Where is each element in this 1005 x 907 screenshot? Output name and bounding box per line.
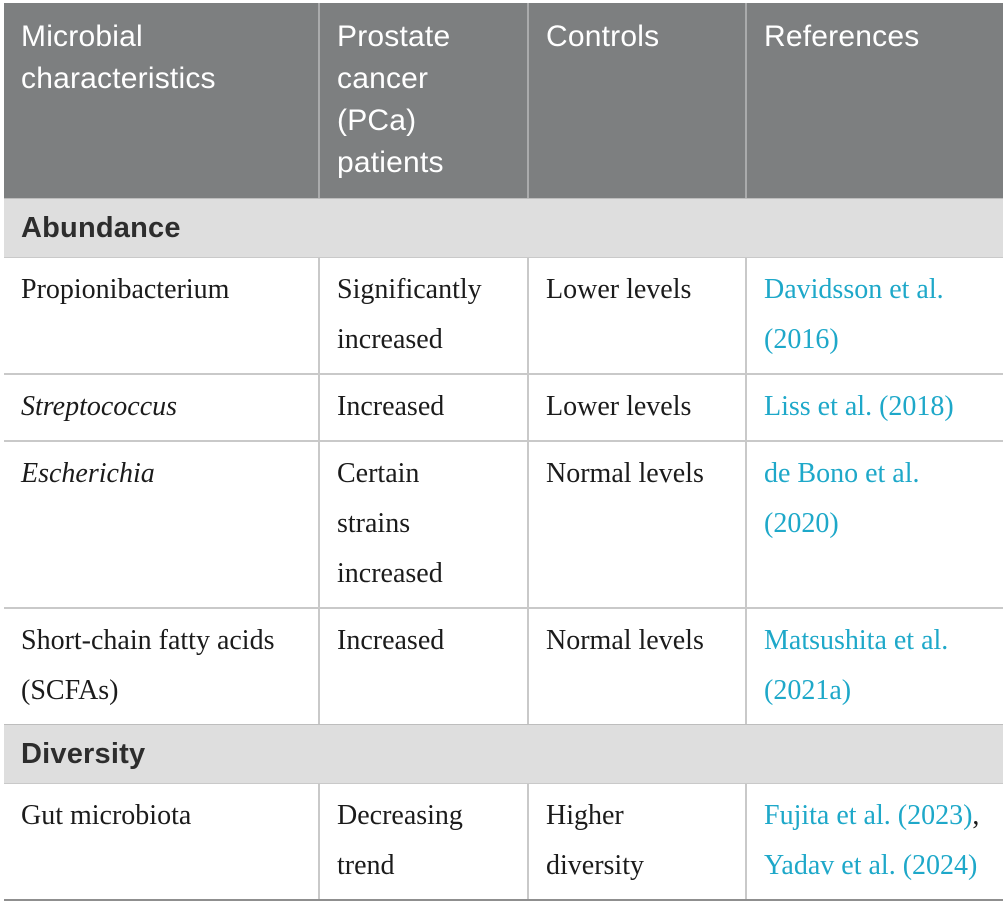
- cell-pca-patients: Significantly increased: [318, 258, 527, 373]
- column-header-label: Microbial characteristics: [21, 20, 216, 95]
- reference-link[interactable]: Davidsson et al. (2016): [764, 274, 944, 355]
- cell-pca-patients: Increased: [318, 609, 527, 724]
- reference-separator: ,: [972, 800, 980, 831]
- column-header-references: References: [745, 3, 1003, 198]
- cell-controls: Normal levels: [527, 609, 745, 724]
- table-body: Abundance Propionibacterium Significantly …: [4, 198, 1003, 899]
- reference-link[interactable]: Yadav et al. (2024): [764, 850, 978, 881]
- table-row: Propionibacterium Significantly increased…: [4, 258, 1003, 373]
- column-header-microbial-characteristics: Microbial characteristics: [4, 3, 318, 198]
- cell-references: de Bono et al. (2020): [745, 442, 1003, 607]
- cell-references: Matsushita et al. (2021a): [745, 609, 1003, 724]
- reference-link[interactable]: Fujita et al. (2023): [764, 800, 973, 831]
- section-label: Diversity: [21, 737, 146, 770]
- cell-controls: Higher diversity: [527, 784, 745, 899]
- table-row: Short-chain fatty acids (SCFAs) Increased…: [4, 607, 1003, 724]
- column-header-label: Controls: [546, 20, 660, 53]
- characteristic-name: Streptococcus: [21, 391, 178, 422]
- cell-microbial-characteristic: Short-chain fatty acids (SCFAs): [4, 609, 318, 724]
- characteristic-name: Propionibacterium: [21, 274, 230, 305]
- table-header-row: Microbial characteristics Prostate cance…: [4, 3, 1003, 198]
- cell-microbial-characteristic: Streptococcus: [4, 375, 318, 440]
- section-label: Abundance: [21, 211, 181, 244]
- reference-link[interactable]: Liss et al. (2018): [764, 391, 954, 422]
- cell-microbial-characteristic: Escherichia: [4, 442, 318, 607]
- reference-link[interactable]: de Bono et al. (2020): [764, 458, 920, 539]
- reference-link[interactable]: Matsushita et al. (2021a): [764, 625, 949, 706]
- microbial-characteristics-table: Microbial characteristics Prostate cance…: [4, 3, 1003, 901]
- cell-pca-patients: Increased: [318, 375, 527, 440]
- table-row: Streptococcus Increased Lower levels Liss e…: [4, 373, 1003, 440]
- section-row-diversity: Diversity: [4, 724, 1003, 784]
- characteristic-name: Short-chain fatty acids (SCFAs): [21, 625, 275, 706]
- column-header-label: Prostate cancer (PCa) patients: [337, 20, 451, 179]
- column-header-controls: Controls: [527, 3, 745, 198]
- section-row-abundance: Abundance: [4, 198, 1003, 258]
- table-row: Gut microbiota Decreasing trend Higher div…: [4, 784, 1003, 899]
- cell-references: Davidsson et al. (2016): [745, 258, 1003, 373]
- cell-references: Fujita et al. (2023), Yadav et al. (2024…: [745, 784, 1003, 899]
- column-header-pca-patients: Prostate cancer (PCa) patients: [318, 3, 527, 198]
- cell-controls: Normal levels: [527, 442, 745, 607]
- cell-controls: Lower levels: [527, 375, 745, 440]
- characteristic-name: Gut microbiota: [21, 800, 192, 831]
- cell-microbial-characteristic: Propionibacterium: [4, 258, 318, 373]
- cell-pca-patients: Certain strains increased: [318, 442, 527, 607]
- column-header-label: References: [764, 20, 920, 53]
- table-row: Escherichia Certain strains increased Norm…: [4, 440, 1003, 607]
- cell-pca-patients: Decreasing trend: [318, 784, 527, 899]
- cell-references: Liss et al. (2018): [745, 375, 1003, 440]
- cell-controls: Lower levels: [527, 258, 745, 373]
- cell-microbial-characteristic: Gut microbiota: [4, 784, 318, 899]
- characteristic-name: Escherichia: [21, 458, 155, 489]
